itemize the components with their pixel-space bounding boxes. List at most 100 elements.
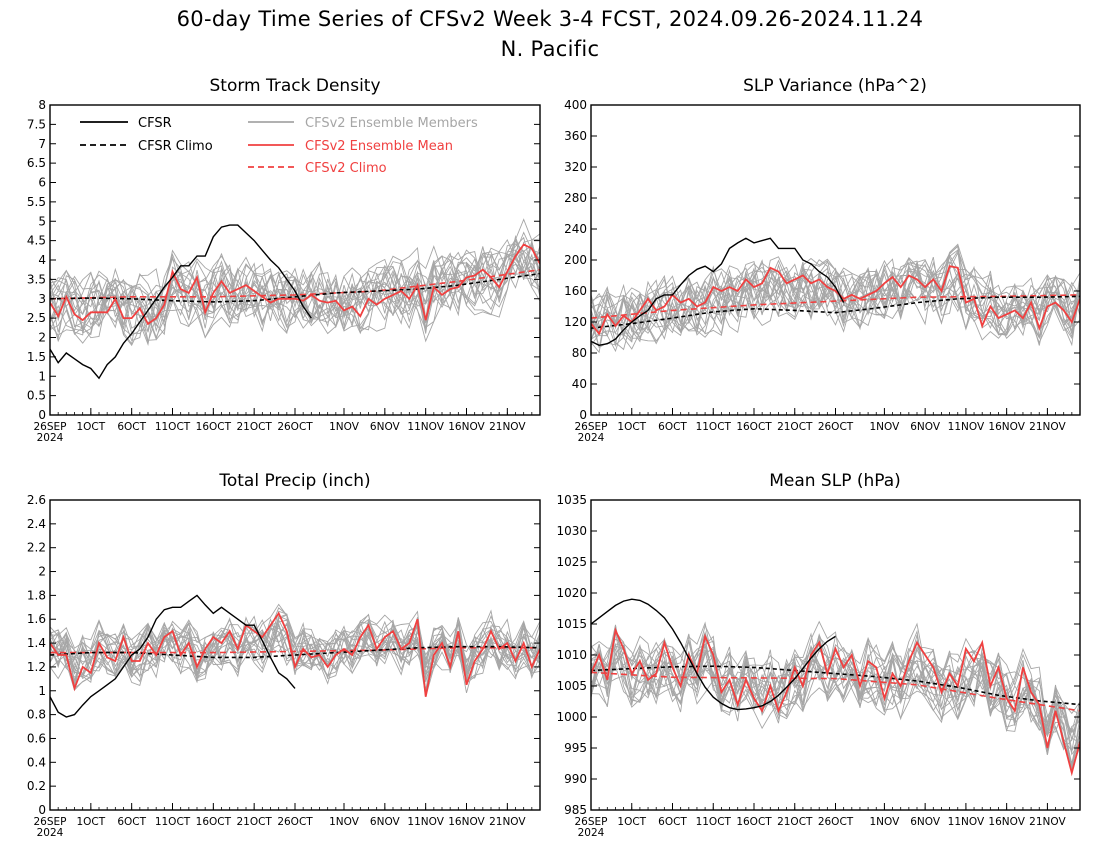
x-tick-label: 11OCT (155, 421, 191, 433)
legend-ensemble-mean-label: CFSv2 Ensemble Mean (305, 139, 453, 154)
y-tick-label: 990 (564, 772, 587, 786)
ensemble-member-line (50, 245, 540, 345)
ensemble-member-line (591, 621, 1080, 742)
y-tick-label: 3 (38, 292, 46, 306)
cfsv2-ensemble-mean-line (50, 243, 540, 326)
y-tick-label: 7 (38, 137, 46, 151)
x-tick-label: 16OCT (736, 816, 772, 828)
y-tick-label: 200 (564, 253, 587, 267)
y-tick-label: 400 (564, 98, 587, 112)
x-tick-label: 21NOV (489, 421, 526, 433)
legend-ensemble-members-label: CFSv2 Ensemble Members (305, 116, 478, 131)
y-tick-label: 2.6 (27, 493, 46, 507)
y-tick-label: 1015 (556, 617, 587, 631)
ensemble-member-line (50, 618, 540, 681)
y-tick-label: 2.2 (27, 541, 46, 555)
y-tick-label: 0 (38, 408, 46, 422)
cfsv2-climo-line (50, 268, 540, 300)
x-tick-label: 11NOV (948, 816, 985, 828)
y-tick-label: 0 (38, 803, 46, 817)
y-tick-label: 1.4 (27, 636, 46, 650)
y-tick-label: 6.5 (27, 156, 46, 170)
x-tick-label: 1OCT (76, 421, 105, 433)
x-tick-label: 1OCT (617, 421, 646, 433)
x-tick-label: 21OCT (777, 816, 813, 828)
x-tick-label: 21OCT (777, 421, 813, 433)
y-tick-label: 1010 (556, 648, 587, 662)
panel-title: SLP Variance (hPa^2) (743, 76, 927, 96)
ensemble-member-line (591, 256, 1080, 343)
cfsr-line (591, 598, 836, 711)
x-tick-label: 1NOV (869, 421, 900, 433)
ensemble-member-line (50, 238, 540, 325)
y-tick-label: 2 (38, 565, 46, 579)
y-tick-label: 5 (38, 214, 46, 228)
x-tick-label: 21OCT (236, 816, 272, 828)
x-tick-label: 26SEP (575, 421, 608, 433)
y-tick-label: 1.5 (27, 350, 46, 364)
cfsr-line (591, 237, 845, 347)
y-tick-label: 2.5 (27, 311, 46, 325)
cfsv2-climo-line (50, 646, 540, 654)
ensemble-members (591, 243, 1080, 354)
x-tick-label: 6OCT (117, 421, 146, 433)
x-tick-label: 26OCT (818, 421, 854, 433)
x-tick-label: 1OCT (76, 816, 105, 828)
x-tick-label: 6NOV (910, 816, 941, 828)
y-tick-label: 3.5 (27, 272, 46, 286)
cfsv2-ensemble-mean-line (591, 627, 1080, 777)
x-tick-label: 11NOV (407, 816, 444, 828)
x-tick-label: 6OCT (658, 421, 687, 433)
y-tick-label: 2 (38, 331, 46, 345)
x-tick-label: 26OCT (818, 816, 854, 828)
x-tick-label: 6NOV (370, 816, 401, 828)
ensemble-member-line (50, 617, 540, 691)
x-tick-label: 26SEP (575, 816, 608, 828)
y-tick-label: 5.5 (27, 195, 46, 209)
y-tick-label: 40 (572, 377, 587, 391)
y-tick-label: 1.8 (27, 588, 46, 602)
ensemble-member-line (50, 609, 540, 698)
legend-cfsv2-climo-label: CFSv2 Climo (305, 161, 387, 176)
y-tick-label: 995 (564, 741, 587, 755)
y-tick-label: 80 (572, 346, 587, 360)
x-year-label: 2024 (578, 432, 605, 444)
y-tick-label: 985 (564, 803, 587, 817)
x-tick-label: 26SEP (34, 421, 67, 433)
y-tick-label: 2.4 (27, 517, 46, 531)
ensemble-member-line (591, 625, 1080, 771)
legend-cfsr-climo-label: CFSR Climo (138, 139, 213, 154)
cfsr-climo-line (50, 645, 540, 659)
y-tick-label: 320 (564, 160, 587, 174)
y-tick-label: 1 (38, 684, 46, 698)
x-tick-label: 6OCT (117, 816, 146, 828)
x-tick-label: 21OCT (236, 421, 272, 433)
legend-cfsr-label: CFSR (138, 116, 172, 131)
x-year-label: 2024 (37, 432, 64, 444)
y-tick-label: 1000 (556, 710, 587, 724)
x-tick-label: 6NOV (370, 421, 401, 433)
series-lines (50, 594, 540, 718)
y-tick-label: 8 (38, 98, 46, 112)
y-tick-label: 4.5 (27, 234, 46, 248)
y-tick-label: 280 (564, 191, 587, 205)
y-tick-label: 1025 (556, 555, 587, 569)
figure-subtitle: N. Pacific (500, 37, 600, 61)
panel-2: SLP Variance (hPa^2) 0 40 80 120 160 200 240 280… (564, 76, 1081, 444)
x-tick-label: 26SEP (34, 816, 67, 828)
ensemble-member-line (50, 231, 540, 346)
y-tick-label: 6 (38, 176, 46, 190)
ensemble-member-line (591, 251, 1080, 346)
x-tick-label: 16NOV (448, 421, 485, 433)
x-tick-label: 1OCT (617, 816, 646, 828)
y-tick-label: 1030 (556, 524, 587, 538)
cfsr-climo-line (591, 295, 1080, 329)
y-tick-label: 7.5 (27, 117, 46, 131)
cfsr-climo-line (50, 272, 540, 303)
cfsv2-ensemble-mean-line (50, 611, 540, 697)
x-tick-label: 1NOV (329, 816, 360, 828)
ensemble-member-line (591, 622, 1080, 752)
cfsv2-climo-line (591, 671, 1080, 712)
cfsv2-climo-line (591, 294, 1080, 319)
